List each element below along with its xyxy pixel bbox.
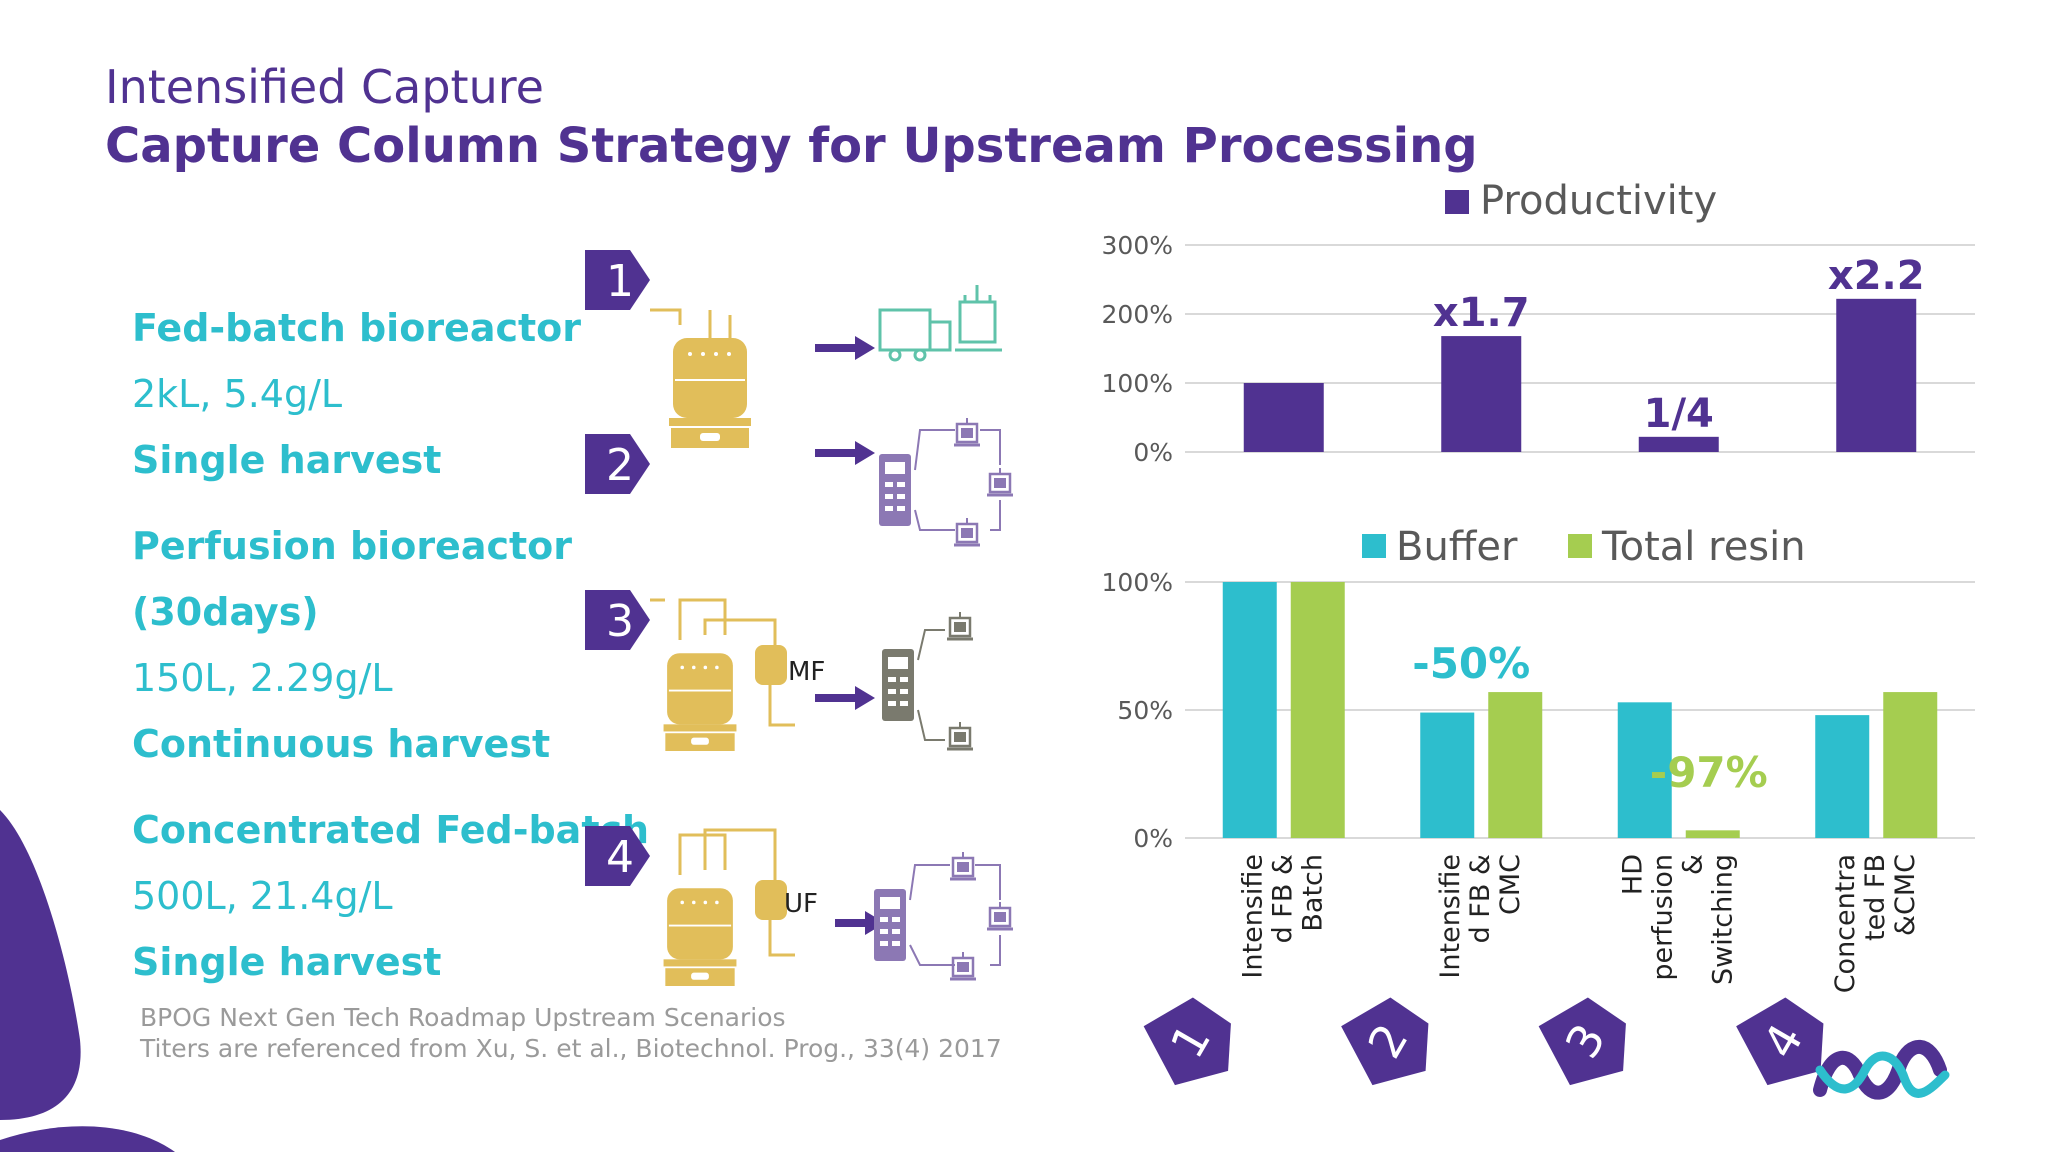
scenario1-spec: 2kL, 5.4g/L <box>132 372 343 416</box>
chart1-y-tick: 0% <box>1133 438 1173 467</box>
chart2-bar-resin <box>1488 692 1543 838</box>
chart2-category-label: Switching <box>1707 854 1738 985</box>
chart1-annotation: x2.2 <box>1828 253 1925 299</box>
chart2-category-badge <box>1341 997 1429 1086</box>
chart2-category-label: Intensifie <box>1435 854 1466 979</box>
batch-equipment-icon <box>878 285 1002 362</box>
brand-logo <box>1813 1039 1950 1100</box>
chart2-category-label: CMC <box>1495 854 1526 915</box>
chart1-y-tick: 100% <box>1102 369 1173 398</box>
badge-2-label: 2 <box>606 440 634 491</box>
chart1-y-tick: 300% <box>1102 231 1173 260</box>
page-subtitle: Capture Column Strategy for Upstream Pro… <box>105 118 1478 174</box>
chart2-category-badge <box>1143 997 1231 1086</box>
chart2-category-badge <box>1736 997 1824 1086</box>
chart2-category-badge <box>1538 997 1626 1086</box>
scenario2-spec: 150L, 2.29g/L <box>132 656 393 700</box>
chart2-bar-resin <box>1685 830 1740 838</box>
uf-label: UF <box>784 889 818 919</box>
chart2-y-tick: 50% <box>1117 696 1173 725</box>
charts: 0% 100% 200% 300% Productivity x1.7 1/4 x2.2 0% 5… <box>1102 178 1975 1086</box>
scenario2-name: Perfusion bioreactor <box>132 524 573 568</box>
chart2-bar-buffer <box>1420 712 1475 838</box>
chart2-y-tick: 100% <box>1102 568 1173 597</box>
chart2-legend-label-resin: Total resin <box>1601 524 1806 570</box>
chart2-category-label: & <box>1677 854 1708 875</box>
chart2-category-label: Intensifie <box>1237 854 1268 979</box>
scenario2-harvest: Continuous harvest <box>132 722 551 766</box>
chart1-annotation: 1/4 <box>1644 391 1714 437</box>
badge-1 <box>585 250 650 310</box>
chart2-bar-buffer <box>1815 715 1870 838</box>
chart2-category-label: d FB & <box>1267 854 1298 943</box>
chart2-bar-buffer <box>1617 702 1672 838</box>
chart2-category-label: d FB & <box>1465 854 1496 943</box>
mf-label: MF <box>788 657 825 687</box>
scenario3-harvest: Single harvest <box>132 940 442 984</box>
page-title: Intensified Capture <box>105 60 544 114</box>
chart1-bar <box>1836 298 1917 452</box>
scenario3-spec: 500L, 21.4g/L <box>132 874 393 918</box>
badge-1-label: 1 <box>606 256 634 307</box>
scenario1-harvest: Single harvest <box>132 438 442 482</box>
chart2-legend-swatch-buffer <box>1362 534 1386 558</box>
footnote-reference: Titers are referenced from Xu, S. et al.… <box>140 1034 1002 1063</box>
chart1-annotation: x1.7 <box>1433 290 1530 336</box>
chart2-category-label: perfusion <box>1647 854 1678 981</box>
chart2-bar-buffer <box>1222 582 1277 838</box>
chart2-category-label: Concentra <box>1830 854 1861 993</box>
chart2-category-label: &CMC <box>1890 854 1921 936</box>
chart2-y-tick: 0% <box>1133 824 1173 853</box>
chart2-category-label: ted FB <box>1860 854 1891 941</box>
chart1-legend-swatch <box>1445 190 1469 214</box>
chart2-annotation: -50% <box>1412 639 1530 688</box>
chart2-legend-swatch-resin <box>1568 534 1592 558</box>
chart2-legend-label-buffer: Buffer <box>1396 524 1518 570</box>
chart1-legend-label: Productivity <box>1480 178 1717 224</box>
badge-4-label: 4 <box>606 832 634 883</box>
chart2-category-label: Batch <box>1297 854 1328 932</box>
chart2-annotation: -97% <box>1650 748 1768 797</box>
scenario3-name: Concentrated Fed-batch <box>132 808 650 852</box>
chart1-bar <box>1441 336 1522 452</box>
chart2-category-label: HD <box>1617 854 1648 895</box>
chart1-bar <box>1243 383 1324 452</box>
footnote-source: BPOG Next Gen Tech Roadmap Upstream Scen… <box>140 1003 786 1032</box>
scenario1-name: Fed-batch bioreactor <box>132 306 582 350</box>
chart1-bar <box>1638 436 1719 452</box>
corner-decoration <box>0 810 175 1152</box>
chart1-y-tick: 200% <box>1102 300 1173 329</box>
badge-3-label: 3 <box>606 596 634 647</box>
chart2-bar-resin <box>1290 582 1345 838</box>
scenario2-duration: (30days) <box>132 590 319 634</box>
process-diagram: 1 2 3 4 MF <box>585 250 1015 987</box>
chart2-bar-resin <box>1883 692 1938 838</box>
